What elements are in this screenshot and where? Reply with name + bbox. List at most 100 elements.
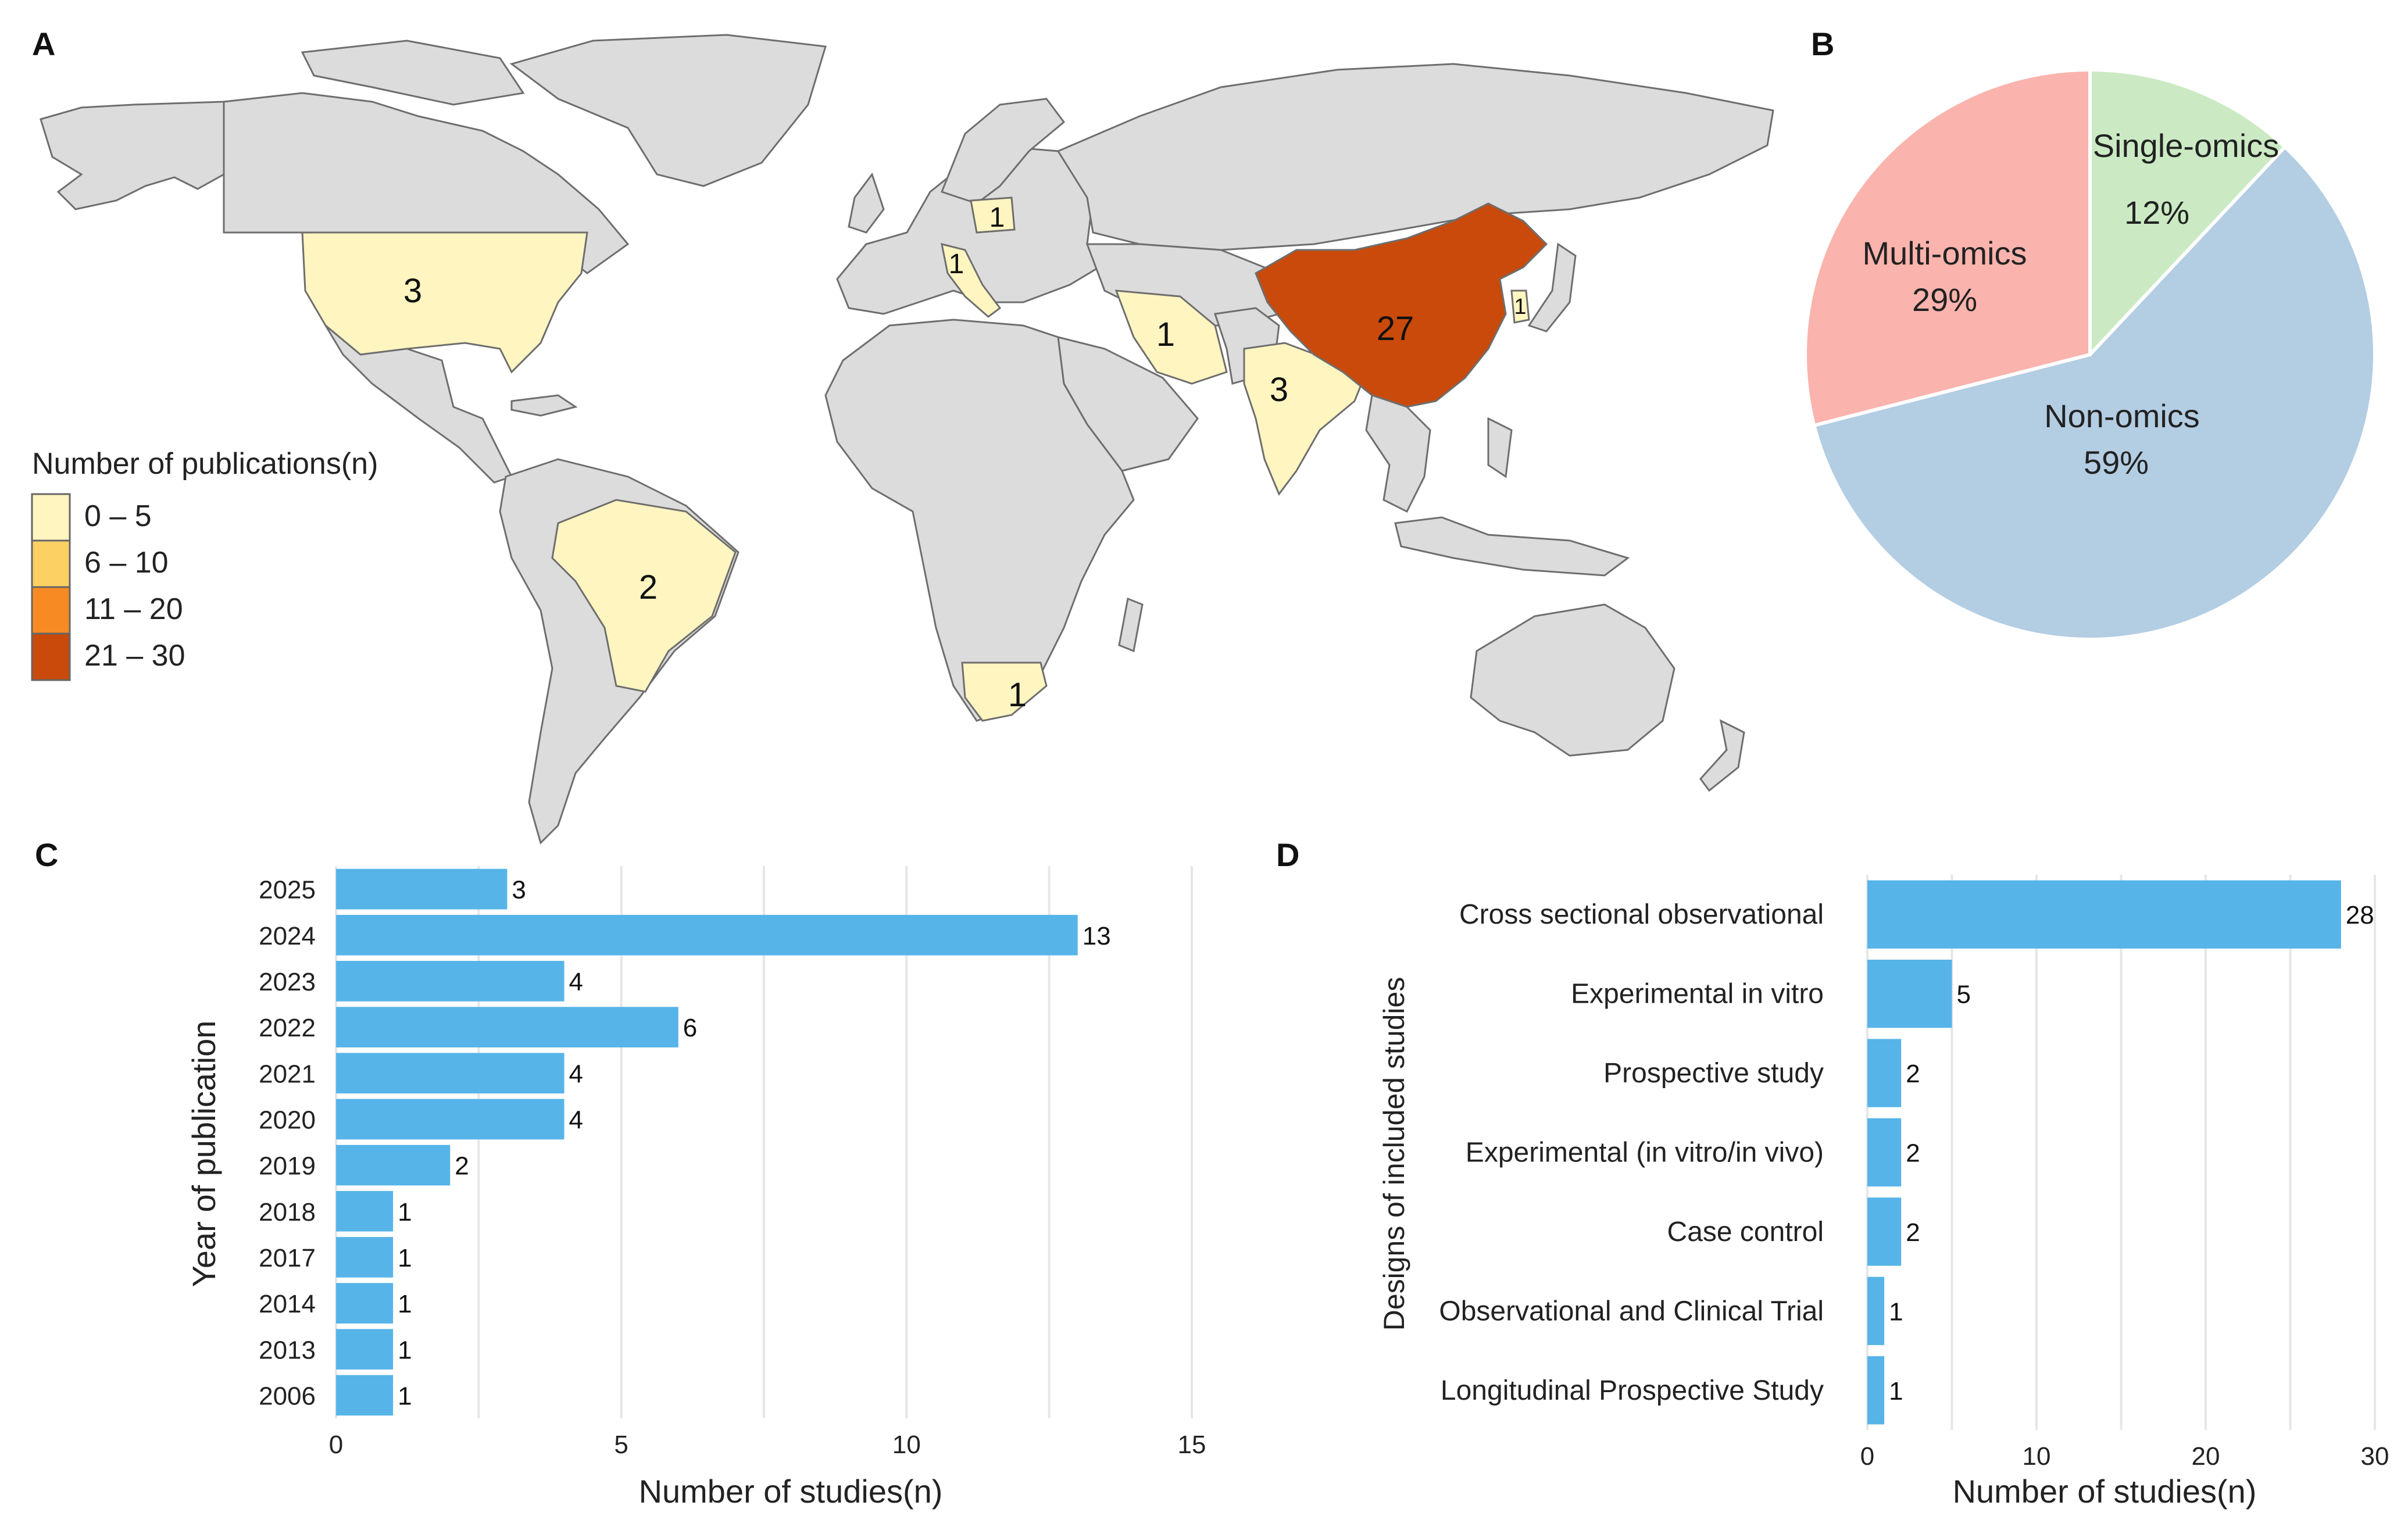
bar-value-label: 2 xyxy=(1906,1139,1920,1168)
bar-value-label: 4 xyxy=(569,968,583,996)
legend-swatch-6-10 xyxy=(31,539,71,588)
bar xyxy=(1867,1039,1902,1107)
bar xyxy=(336,1190,394,1232)
country-brazil xyxy=(551,499,737,693)
bar-value-label: 4 xyxy=(569,1060,583,1088)
x-tick-label: 20 xyxy=(2192,1442,2220,1471)
y-category-label: 2019 xyxy=(259,1152,316,1181)
bar xyxy=(336,1007,678,1047)
country-alaska xyxy=(40,101,225,210)
legend-title: Number of publications(n) xyxy=(32,447,378,481)
pie-chart xyxy=(1803,67,2377,641)
bar xyxy=(336,1145,451,1186)
bar-value-label: 13 xyxy=(1082,922,1111,950)
bar-value-label: 1 xyxy=(1889,1377,1903,1406)
legend-swatch-21-30 xyxy=(31,632,71,681)
chart-d-x-axis-title: Number of studies(n) xyxy=(1953,1473,2257,1510)
pie-label-non-omics: Non-omics xyxy=(2044,398,2200,434)
legend-label-21-30: 21 – 30 xyxy=(84,639,185,673)
region-caribbean xyxy=(510,394,578,417)
map-value-iran: 1 xyxy=(1156,316,1175,353)
bar-value-label: 1 xyxy=(1889,1297,1903,1326)
y-category-label: 2021 xyxy=(259,1060,316,1088)
bar-value-label: 2 xyxy=(1906,1060,1920,1088)
map-value-labels: 27 3 3 2 1 1 1 1 1 xyxy=(403,202,1527,714)
map-value-usa: 3 xyxy=(403,272,422,310)
y-category-label: 2018 xyxy=(259,1198,316,1226)
pie-slice-non-omics xyxy=(1812,144,2377,641)
chart-d-y-axis-title: Designs of included studies xyxy=(1378,977,1410,1331)
y-category-label: 2024 xyxy=(259,922,316,950)
bar xyxy=(1867,959,1952,1028)
legend-label-0-5: 0 – 5 xyxy=(84,499,152,533)
bar-value-label: 4 xyxy=(569,1106,583,1134)
bar xyxy=(336,961,565,1002)
bar xyxy=(336,1237,394,1278)
region-russia xyxy=(1056,63,1774,251)
y-category-label: 2020 xyxy=(259,1106,316,1134)
y-category-label: 2023 xyxy=(259,968,316,996)
country-italy xyxy=(941,242,1002,318)
chart-c-x-axis-title: Number of studies(n) xyxy=(639,1473,943,1510)
y-category-label: Prospective study xyxy=(1603,1058,1824,1089)
y-category-label: 2014 xyxy=(259,1290,316,1318)
country-new-zealand xyxy=(1699,719,1745,792)
bar-value-label: 1 xyxy=(398,1290,412,1318)
country-greenland xyxy=(509,34,827,187)
legend-swatch-11-20 xyxy=(31,586,71,635)
bar xyxy=(336,914,1078,956)
y-category-label: Longitudinal Prospective Study xyxy=(1441,1375,1824,1406)
region-mexico-central-america xyxy=(324,324,513,484)
pie-label-multi-omics: Multi-omics xyxy=(1862,235,2027,271)
bar-value-label: 1 xyxy=(398,1382,412,1410)
bar-value-label: 6 xyxy=(683,1014,697,1042)
y-category-label: Experimental (in vitro/in vivo) xyxy=(1466,1138,1824,1168)
map-value-italy: 1 xyxy=(949,249,964,280)
bar-value-label: 28 xyxy=(2346,901,2374,929)
bar xyxy=(336,1053,565,1094)
y-category-label: 2022 xyxy=(259,1014,316,1042)
bar-value-label: 5 xyxy=(1957,981,1971,1009)
country-south-korea xyxy=(1510,289,1530,324)
x-tick-label: 0 xyxy=(1860,1442,1874,1471)
bar xyxy=(336,1375,394,1416)
bar xyxy=(1867,1197,1902,1266)
bar xyxy=(336,868,508,910)
y-category-label: Experimental in vitro xyxy=(1571,979,1824,1010)
pie-slice-single-omics xyxy=(2088,67,2288,359)
country-south-africa xyxy=(961,661,1048,722)
y-category-label: 2013 xyxy=(259,1336,316,1364)
bar-chart-years: 0 5 10 15 3 2025 13 2024 4 2023 6 2022 4 2021 4 2020 2 20… xyxy=(259,866,1206,1459)
region-scandinavia xyxy=(941,98,1066,205)
x-tick-label: 10 xyxy=(892,1431,921,1459)
bar-chart-designs: 0 10 20 30 28 Cross sectional observational 5 E… xyxy=(1439,875,2389,1471)
legend-swatch-0-5 xyxy=(31,493,71,542)
bar xyxy=(336,1329,394,1370)
x-tick-label: 0 xyxy=(329,1431,343,1459)
map-value-china: 27 xyxy=(1377,310,1414,348)
x-tick-label: 5 xyxy=(614,1431,628,1459)
bar-value-label: 2 xyxy=(455,1152,469,1181)
panel-letter-d: D xyxy=(1276,836,1299,873)
x-tick-label: 30 xyxy=(2361,1442,2389,1471)
bar xyxy=(1867,1356,1885,1425)
x-tick-label: 10 xyxy=(2023,1442,2051,1471)
bar xyxy=(1867,1276,1885,1346)
region-indonesia xyxy=(1394,516,1630,577)
chart-c-y-axis-title: Year of publication xyxy=(185,1021,222,1288)
x-tick-label: 15 xyxy=(1178,1431,1206,1459)
y-category-label: Observational and Clinical Trial xyxy=(1439,1296,1824,1326)
legend-label-6-10: 6 – 10 xyxy=(84,546,169,580)
region-southeast-asia xyxy=(1365,394,1431,513)
map-value-south-africa: 1 xyxy=(1008,676,1027,714)
bar xyxy=(1867,1118,1902,1187)
world-map xyxy=(40,34,1774,845)
panel-letter-a: A xyxy=(32,26,55,62)
pie-pct-single-omics: 12% xyxy=(2124,194,2189,231)
pie-labels: Single-omics 12% Non-omics 59% Multi-omi… xyxy=(1862,127,2279,481)
legend-label-11-20: 11 – 20 xyxy=(84,592,183,626)
bar-value-label: 1 xyxy=(398,1336,412,1364)
bar-value-label: 1 xyxy=(398,1198,412,1226)
map-value-poland: 1 xyxy=(989,202,1005,233)
bar xyxy=(336,1283,394,1324)
